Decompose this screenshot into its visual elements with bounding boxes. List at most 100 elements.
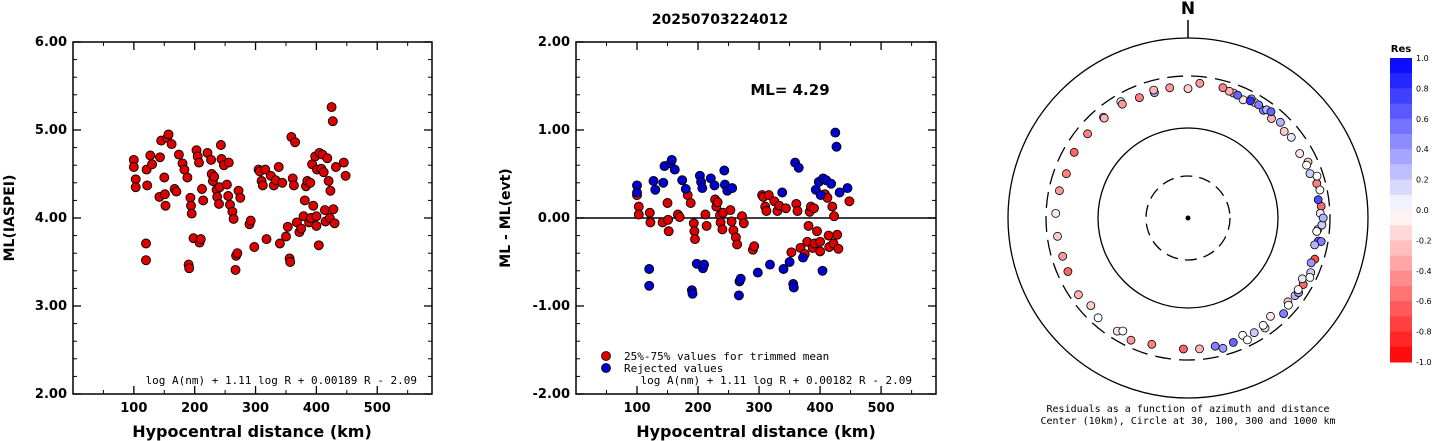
station-point [1149,85,1159,95]
station-point [1074,290,1083,300]
data-point [697,183,708,194]
y-axis-label: ML(IASPEI) [2,175,18,262]
data-point [749,241,760,252]
data-point [141,255,151,266]
station-point [1279,126,1289,136]
data-point [308,200,319,211]
caption-line-2: Center (10km), Circle at 30, 100, 300 an… [1040,416,1335,427]
station-point [1297,274,1307,284]
data-point [182,172,193,183]
data-point [650,184,661,195]
colorbar-cell [1390,255,1412,272]
colorbar-cell [1390,301,1412,317]
station-point [1249,328,1259,338]
station-point [1118,326,1128,336]
data-point [147,159,158,170]
data-point [327,116,338,127]
data-point [155,152,165,163]
data-point [159,189,170,200]
station-point [1295,149,1305,158]
colorbar-cell [1390,58,1412,74]
data-point [792,206,803,216]
data-point [195,234,206,245]
data-point [786,247,797,258]
station-point [1093,313,1103,323]
data-point [780,203,791,214]
station-point [1053,231,1062,241]
x-tick-label: 400 [303,401,330,416]
data-point [663,214,674,225]
data-point [235,192,246,203]
data-point [658,177,669,188]
data-point [832,229,843,240]
station-point [1179,344,1188,354]
data-point [206,154,217,165]
colorbar-tick-label: 0.8 [1416,84,1429,93]
station-point [1183,84,1193,93]
data-point [285,257,296,267]
data-point [793,162,804,173]
residual-colorbar: Res 1.0 0.8 0.6 0.4 0.2 0.0 -0.2 -0.4 -0.6 -0.8 -1… [1390,44,1432,367]
axis-ticks: 2.00 3.00 4.00 5.00 6.00 100 200 300 400 500 [35,35,432,416]
data-point [699,259,710,270]
data-point [784,257,795,267]
data-point [674,212,685,223]
colorbar-cell [1390,118,1412,135]
data-point [257,180,268,191]
data-point [273,162,284,172]
station-point [1276,117,1285,127]
x-tick-label: 100 [120,401,147,416]
data-point [633,209,644,220]
station-point [1086,301,1096,311]
colorbar-cell [1390,194,1412,211]
data-point [765,259,775,270]
data-point [726,216,737,227]
colorbar-ticks: 1.0 0.8 0.6 0.4 0.2 0.0 -0.2 -0.4 -0.6 -0.8 -1.0 [1416,54,1432,367]
figure-title: 20250703224012 [652,12,788,28]
station-point [1147,339,1157,349]
x-tick-label: 400 [806,401,833,416]
data-point [305,177,316,188]
data-point [700,209,711,220]
data-point [221,179,232,190]
data-point [826,178,837,189]
data-point [842,183,853,194]
data-point [817,265,828,276]
data-point [829,211,840,222]
azimuth-residual-panel: N Residuals as a function of azimuth and… [1007,0,1369,427]
y-tick-label: -1.00 [533,299,570,314]
data-points [632,127,855,301]
station-point [1293,285,1303,295]
data-point [844,196,855,207]
colorbar-title: Res [1391,44,1411,55]
data-point [184,263,195,274]
legend-label-rejected: Rejected values [624,362,723,375]
data-point [323,176,334,186]
data-point [663,226,674,237]
data-point [834,187,845,198]
station-point [1195,78,1205,88]
data-point [198,195,209,206]
colorbar-tick-label: 1.0 [1416,54,1429,63]
data-point [261,234,272,245]
colorbar-tick-label: -0.4 [1416,267,1432,276]
colorbar-cell [1390,134,1412,150]
data-point [727,183,738,194]
data-point [701,220,712,231]
circle-1000km [1007,37,1369,399]
colorbar-tick-label: 0.6 [1416,115,1429,124]
data-point [644,264,655,274]
y-tick-label: 2.00 [538,35,570,50]
station-point [1195,344,1204,354]
magnitude-formula: log A(nm) + 1.11 log R + 0.00189 R - 2.0… [145,374,417,387]
colorbar-cell [1390,103,1412,120]
station-point [1254,100,1264,110]
data-point [277,177,288,188]
x-axis-label: Hypocentral distance (km) [636,422,876,441]
data-point [717,224,728,235]
colorbar-cell [1390,149,1412,165]
data-point [777,187,788,198]
station-point [1218,343,1228,353]
data-point [712,197,723,208]
